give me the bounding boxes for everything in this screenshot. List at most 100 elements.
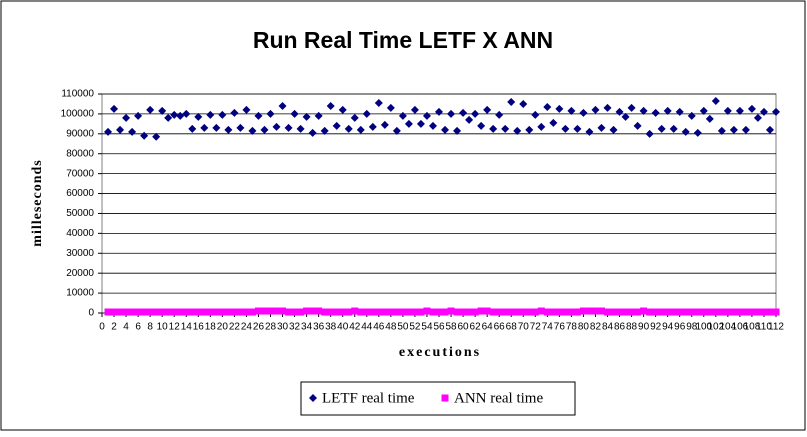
x-tick-label: 28	[265, 322, 277, 333]
y-tick-label: 60000	[66, 188, 94, 199]
point	[621, 112, 630, 121]
point	[272, 122, 281, 131]
legend-marker	[309, 394, 317, 402]
point	[194, 112, 203, 121]
point	[381, 308, 389, 316]
point	[495, 110, 504, 119]
x-tick-label: 106	[732, 322, 749, 333]
point	[772, 308, 780, 316]
point	[634, 308, 642, 316]
point	[712, 308, 720, 316]
point	[356, 125, 365, 134]
point	[369, 308, 377, 316]
point	[170, 308, 178, 316]
y-axis-label: milleseconds	[30, 159, 45, 246]
point	[158, 106, 167, 115]
point	[206, 308, 214, 316]
point	[254, 307, 262, 315]
x-tick-label: 34	[301, 322, 313, 333]
point	[628, 308, 636, 316]
point	[670, 308, 678, 316]
point	[398, 111, 407, 120]
x-tick-label: 90	[638, 322, 650, 333]
point	[453, 308, 461, 316]
point	[242, 308, 250, 316]
point	[110, 308, 118, 316]
point	[416, 119, 425, 128]
point	[110, 104, 119, 113]
point	[218, 308, 226, 316]
point	[772, 107, 780, 116]
point	[224, 308, 232, 316]
x-tick-label: 94	[662, 322, 674, 333]
y-tick-label: 90000	[66, 128, 94, 139]
point	[501, 308, 509, 316]
point	[633, 121, 642, 130]
point	[435, 107, 443, 116]
point	[399, 308, 407, 316]
point	[273, 307, 281, 315]
x-tick-label: 98	[686, 322, 698, 333]
point	[339, 308, 347, 316]
point	[765, 125, 774, 134]
x-tick-label: 92	[650, 322, 662, 333]
point	[368, 122, 377, 131]
point	[315, 307, 323, 315]
point	[736, 308, 744, 316]
x-tick-label: 12	[169, 322, 181, 333]
x-axis-label: executions	[399, 345, 481, 360]
point	[176, 308, 184, 316]
point	[116, 308, 124, 316]
point	[122, 308, 130, 316]
point	[350, 113, 359, 122]
point	[718, 308, 726, 316]
point	[122, 113, 131, 122]
point	[646, 308, 654, 316]
x-tick-label: 30	[277, 322, 289, 333]
point	[543, 102, 552, 111]
legend-label: ANN real time	[454, 390, 543, 406]
point	[104, 308, 112, 316]
point	[309, 307, 317, 315]
point	[441, 125, 450, 134]
legend-marker	[441, 394, 449, 402]
x-tick-label: 76	[554, 322, 566, 333]
point	[742, 308, 750, 316]
point	[308, 128, 317, 137]
point	[422, 111, 431, 120]
point	[194, 308, 202, 316]
point	[116, 125, 125, 134]
x-tick-label: 80	[578, 322, 590, 333]
point	[615, 107, 624, 116]
point	[182, 308, 190, 316]
point	[681, 127, 690, 136]
point	[501, 124, 510, 133]
point	[357, 308, 365, 316]
point	[471, 109, 480, 118]
point	[705, 114, 714, 123]
point	[459, 308, 467, 316]
point	[429, 308, 437, 316]
point	[140, 308, 148, 316]
point	[327, 308, 335, 316]
point	[206, 110, 215, 119]
y-tick-label: 0	[88, 308, 94, 319]
x-tick-label: 42	[349, 322, 361, 333]
point	[699, 106, 708, 115]
point	[729, 125, 738, 134]
x-tick-label: 20	[217, 322, 229, 333]
point	[326, 101, 335, 110]
point	[423, 307, 431, 315]
point	[410, 105, 419, 114]
x-tick-label: 8	[147, 322, 153, 333]
point	[664, 308, 672, 316]
x-tick-label: 56	[433, 322, 445, 333]
point	[134, 111, 143, 120]
y-tick-label: 40000	[66, 228, 94, 239]
point	[585, 307, 593, 315]
point	[320, 126, 329, 135]
x-tick-label: 6	[135, 322, 141, 333]
point	[748, 308, 756, 316]
point	[248, 308, 256, 316]
